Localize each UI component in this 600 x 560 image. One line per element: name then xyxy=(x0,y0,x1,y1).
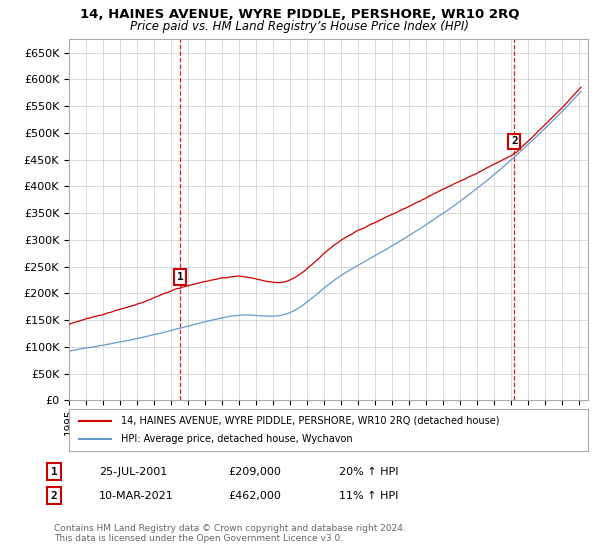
Text: 2: 2 xyxy=(50,491,58,501)
Text: 14, HAINES AVENUE, WYRE PIDDLE, PERSHORE, WR10 2RQ: 14, HAINES AVENUE, WYRE PIDDLE, PERSHORE… xyxy=(80,8,520,21)
Text: 2: 2 xyxy=(511,137,518,146)
Text: 1: 1 xyxy=(177,272,184,282)
Text: Contains HM Land Registry data © Crown copyright and database right 2024.
This d: Contains HM Land Registry data © Crown c… xyxy=(54,524,406,543)
Text: £209,000: £209,000 xyxy=(228,466,281,477)
Text: HPI: Average price, detached house, Wychavon: HPI: Average price, detached house, Wych… xyxy=(121,434,353,444)
Text: 1: 1 xyxy=(50,466,58,477)
Text: 14, HAINES AVENUE, WYRE PIDDLE, PERSHORE, WR10 2RQ (detached house): 14, HAINES AVENUE, WYRE PIDDLE, PERSHORE… xyxy=(121,416,499,426)
Text: 10-MAR-2021: 10-MAR-2021 xyxy=(99,491,174,501)
Text: Price paid vs. HM Land Registry’s House Price Index (HPI): Price paid vs. HM Land Registry’s House … xyxy=(131,20,470,32)
Text: £462,000: £462,000 xyxy=(228,491,281,501)
Text: 11% ↑ HPI: 11% ↑ HPI xyxy=(339,491,398,501)
Text: 25-JUL-2001: 25-JUL-2001 xyxy=(99,466,167,477)
Text: 20% ↑ HPI: 20% ↑ HPI xyxy=(339,466,398,477)
